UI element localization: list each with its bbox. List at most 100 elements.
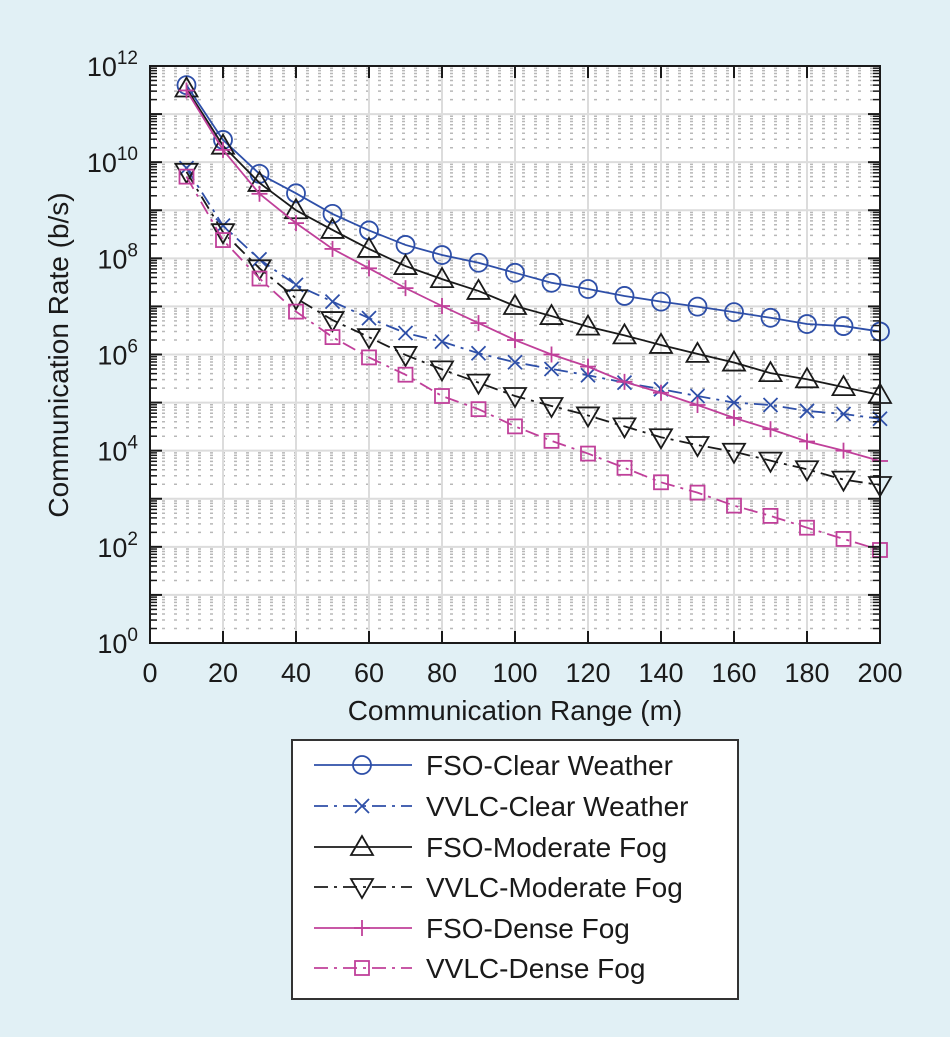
data-point: [505, 262, 525, 283]
marker-stroke: [470, 345, 487, 361]
data-point: [538, 303, 565, 325]
legend-label: FSO-Dense Fog: [426, 913, 630, 944]
legend-marker: [349, 834, 375, 856]
data-point: [397, 366, 414, 383]
legend-entry: VVLC-Moderate Fog: [314, 872, 683, 903]
data-point: [541, 272, 562, 293]
x-tick-label: 80: [427, 658, 457, 688]
data-point: [689, 484, 706, 501]
data-point: [689, 397, 706, 414]
data-point: [797, 314, 817, 334]
data-point: [324, 240, 341, 257]
data-point: [392, 346, 419, 368]
data-point: [762, 507, 779, 524]
data-point: [429, 360, 455, 383]
x-tick-label: 40: [281, 658, 311, 688]
legend-marker: [354, 798, 370, 814]
data-point: [580, 445, 596, 462]
x-tick-label: 0: [142, 658, 157, 688]
y-tick-base: 10: [97, 244, 127, 274]
grid: [150, 65, 880, 644]
data-point: [507, 354, 523, 370]
y-tick-exponent: 8: [127, 240, 138, 261]
marker-stroke: [835, 406, 852, 422]
legend-label: VVLC-Moderate Fog: [426, 872, 683, 903]
data-point: [833, 316, 854, 336]
data-point: [397, 280, 414, 297]
legend-marker: [349, 878, 375, 900]
legend-box: [291, 739, 739, 1000]
data-point: [538, 397, 565, 419]
data-point: [835, 442, 852, 459]
data-point: [215, 141, 231, 158]
data-point: [578, 279, 598, 299]
data-point: [470, 401, 487, 418]
data-point: [616, 459, 633, 476]
data-point: [288, 215, 304, 232]
data-point: [653, 384, 669, 401]
data-point: [397, 325, 414, 341]
legend-entry: FSO-Moderate Fog: [314, 832, 667, 863]
legend-marker: [352, 755, 372, 775]
data-point: [507, 332, 523, 349]
x-axis-label: Communication Range (m): [348, 695, 683, 726]
data-point: [543, 361, 560, 377]
data-point: [794, 460, 820, 483]
data-point: [434, 334, 450, 350]
series-line: [185, 167, 881, 420]
y-axis-label: Communication Rate (b/s): [43, 192, 74, 517]
data-point: [684, 436, 711, 458]
legend-label: VVLC-Dense Fog: [426, 953, 645, 984]
data-point: [726, 394, 742, 411]
y-tick-label: 104: [97, 433, 138, 467]
x-tick-label: 160: [711, 658, 756, 688]
y-tick-exponent: 2: [127, 529, 138, 550]
data-point: [721, 349, 747, 372]
data-point: [799, 403, 815, 419]
x-tick-label: 120: [565, 658, 610, 688]
data-point: [434, 298, 450, 315]
data-point: [178, 168, 195, 185]
data-point: [283, 289, 309, 312]
data-point: [251, 185, 268, 202]
data-point: [246, 259, 273, 282]
data-point: [689, 388, 706, 404]
data-point: [543, 346, 560, 363]
x-tick-label: 200: [857, 658, 902, 688]
y-tick-label: 1012: [87, 48, 138, 82]
data-point: [324, 293, 341, 310]
y-tick-exponent: 0: [127, 625, 138, 646]
data-point: [361, 310, 377, 326]
series-vvlc-clear-weather: [178, 160, 888, 427]
data-point: [726, 409, 742, 426]
data-point: [507, 418, 523, 435]
y-tick-label: 108: [97, 240, 138, 274]
data-point: [502, 293, 528, 315]
series-vvlc-dense-fog: [178, 168, 888, 558]
marker-stroke: [726, 394, 742, 411]
legend-label: FSO-Clear Weather: [426, 750, 673, 781]
data-point: [361, 260, 377, 277]
data-point: [178, 82, 195, 99]
y-tick-label: 100: [97, 625, 138, 659]
x-tick-label: 60: [354, 658, 384, 688]
data-point: [468, 252, 489, 273]
marker-stroke: [543, 361, 560, 377]
data-point: [288, 303, 304, 320]
y-tick-label: 106: [97, 337, 138, 371]
marker-stroke: [799, 403, 815, 419]
data-point: [835, 531, 852, 547]
legend-entry: VVLC-Dense Fog: [314, 953, 645, 984]
data-point: [724, 302, 744, 323]
axis-ticks: [149, 65, 881, 644]
data-point: [757, 360, 784, 383]
x-tick-label: 100: [492, 658, 537, 688]
y-tick-exponent: 6: [127, 337, 138, 358]
marker-stroke: [580, 367, 596, 383]
data-point: [726, 497, 742, 514]
data-point: [543, 432, 560, 449]
marker-stroke: [354, 798, 370, 814]
data-point: [392, 253, 419, 275]
